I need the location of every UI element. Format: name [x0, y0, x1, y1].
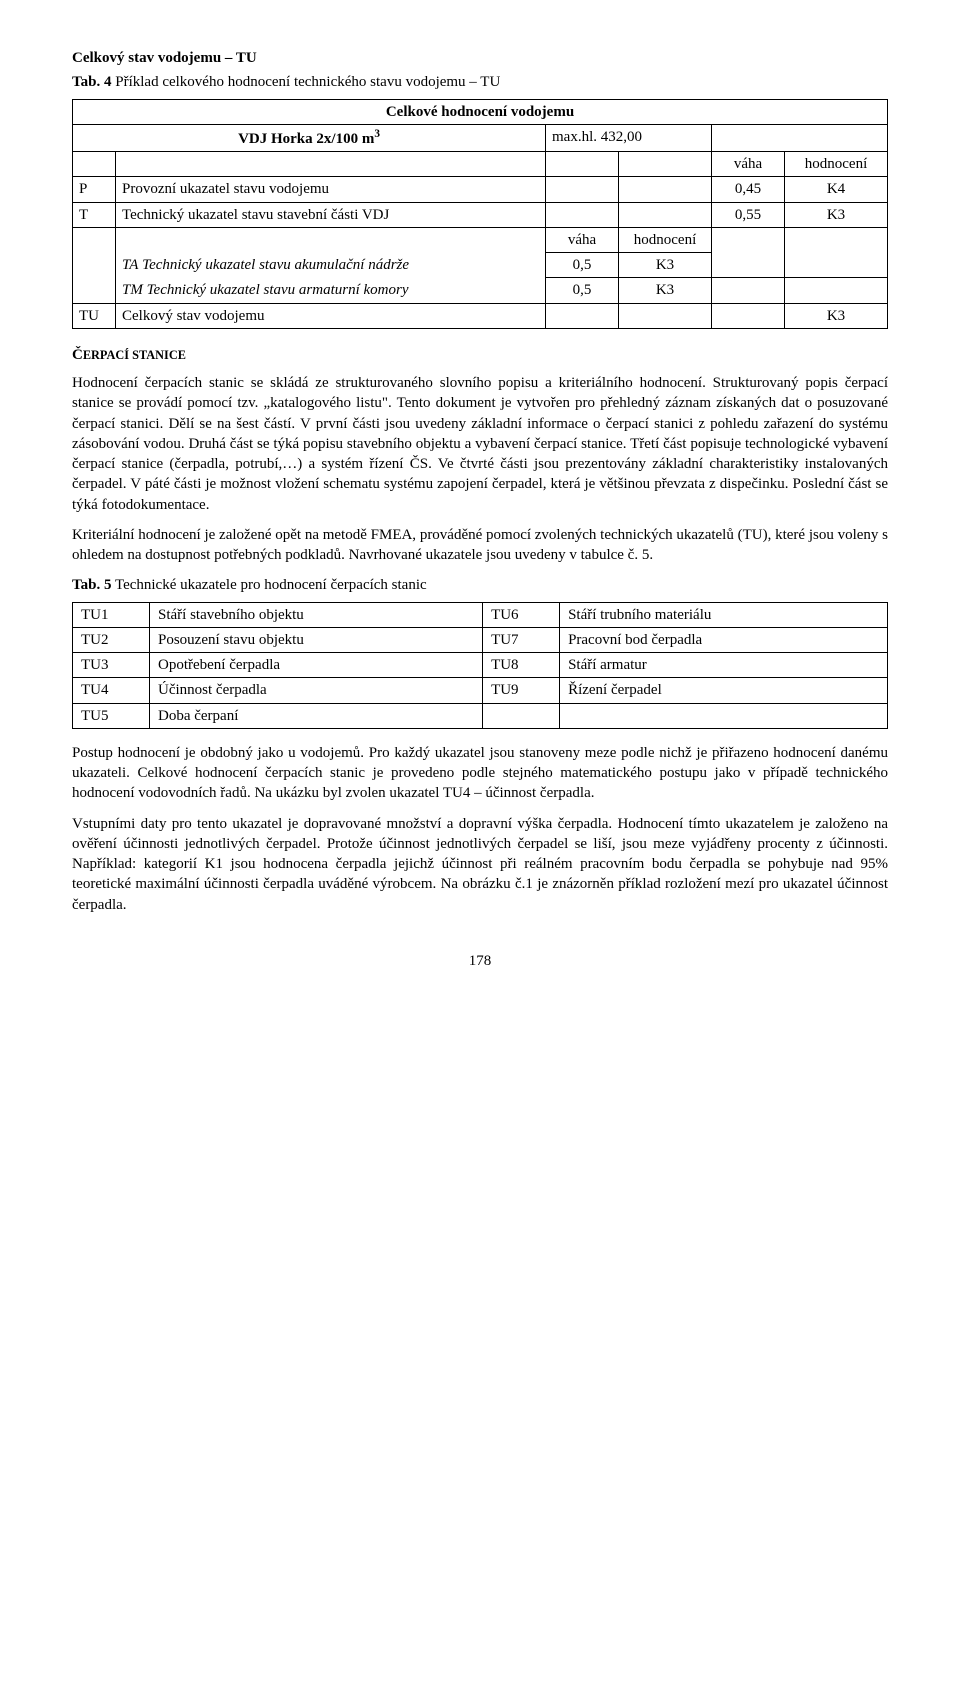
paragraph-2: Kriteriální hodnocení je založené opět n… — [72, 525, 888, 566]
t4-title: Celkové hodnocení vodojemu — [73, 99, 888, 124]
cerpaci-title: ČERPACÍ STANICE — [72, 345, 888, 365]
tab4-caption: Tab. 4 Příklad celkového hodnocení techn… — [72, 72, 888, 92]
t4-s1-d: Technický ukazatel stavu armaturní komor… — [147, 282, 409, 298]
table-4: Celkové hodnocení vodojemu VDJ Horka 2x/… — [72, 99, 888, 329]
page-number: 178 — [72, 951, 888, 971]
t4-r0-vv: 0,45 — [712, 177, 785, 202]
t4-header-row: váha hodnocení — [73, 152, 888, 177]
table-row: T Technický ukazatel stavu stavební část… — [73, 202, 888, 227]
t4-s0-h: K3 — [619, 253, 712, 278]
table-row: TU2 Posouzení stavu objektu TU7 Pracovní… — [73, 627, 888, 652]
t4-s0-c: TA — [122, 257, 138, 273]
t4-r0-d: Provozní ukazatel stavu vodojemu — [116, 177, 546, 202]
section-title: Celkový stav vodojemu – TU — [72, 48, 888, 68]
tab5-label: Tab. 5 — [72, 577, 111, 593]
t4-h-vaha: váha — [712, 152, 785, 177]
t4-r1-hh: K3 — [785, 202, 888, 227]
table-row: TU5 Doba čerpaní — [73, 703, 888, 728]
t4-sub-v: váha — [546, 227, 619, 252]
table-row: TM Technický ukazatel stavu armaturní ko… — [73, 278, 888, 303]
t4-s0-v: 0,5 — [546, 253, 619, 278]
t4-s1-h: K3 — [619, 278, 712, 303]
t4-r1-d: Technický ukazatel stavu stavební části … — [116, 202, 546, 227]
tab4-label: Tab. 4 — [72, 74, 111, 90]
table-row: TU Celkový stav vodojemu K3 — [73, 303, 888, 328]
t4-r1-c: T — [73, 202, 116, 227]
t4-h-hodnoceni: hodnocení — [785, 152, 888, 177]
t5-r0-c: TU6 — [483, 602, 560, 627]
t5-l0-d: Stáří stavebního objektu — [150, 602, 483, 627]
t4-vdj-row: VDJ Horka 2x/100 m3 max.hl. 432,00 — [73, 124, 888, 151]
t5-r0-d: Stáří trubního materiálu — [560, 602, 888, 627]
t4-tu-hh: K3 — [785, 303, 888, 328]
paragraph-3: Postup hodnocení je obdobný jako u vodoj… — [72, 743, 888, 804]
t4-title-row: Celkové hodnocení vodojemu — [73, 99, 888, 124]
paragraph-1: Hodnocení čerpacích stanic se skládá ze … — [72, 373, 888, 515]
t4-r0-c: P — [73, 177, 116, 202]
table-row: TU4 Účinnost čerpadla TU9 Řízení čerpade… — [73, 678, 888, 703]
paragraph-4: Vstupními daty pro tento ukazatel je dop… — [72, 814, 888, 915]
t4-maxhl: max.hl. 432,00 — [546, 124, 712, 151]
table-5: TU1 Stáří stavebního objektu TU6 Stáří t… — [72, 602, 888, 729]
t4-s1-v: 0,5 — [546, 278, 619, 303]
t4-r1-vv: 0,55 — [712, 202, 785, 227]
t4-vdj: VDJ Horka 2x/100 m3 — [73, 124, 546, 151]
table-row: TA Technický ukazatel stavu akumulační n… — [73, 253, 888, 278]
t4-subheader-row: váha hodnocení — [73, 227, 888, 252]
t4-s1-c: TM — [122, 282, 143, 298]
t4-tu-d: Celkový stav vodojemu — [116, 303, 546, 328]
table-row: P Provozní ukazatel stavu vodojemu 0,45 … — [73, 177, 888, 202]
t4-s0-d: Technický ukazatel stavu akumulační nádr… — [142, 257, 409, 273]
tab5-caption-text: Technické ukazatele pro hodnocení čerpac… — [111, 577, 426, 593]
t4-tu-c: TU — [73, 303, 116, 328]
tab4-caption-text: Příklad celkového hodnocení technického … — [111, 74, 500, 90]
table-row: TU1 Stáří stavebního objektu TU6 Stáří t… — [73, 602, 888, 627]
t5-l0-c: TU1 — [73, 602, 150, 627]
table-row: TU3 Opotřebení čerpadla TU8 Stáří armatu… — [73, 653, 888, 678]
t4-r0-hh: K4 — [785, 177, 888, 202]
t4-sub-h: hodnocení — [619, 227, 712, 252]
tab5-caption: Tab. 5 Technické ukazatele pro hodnocení… — [72, 575, 888, 595]
